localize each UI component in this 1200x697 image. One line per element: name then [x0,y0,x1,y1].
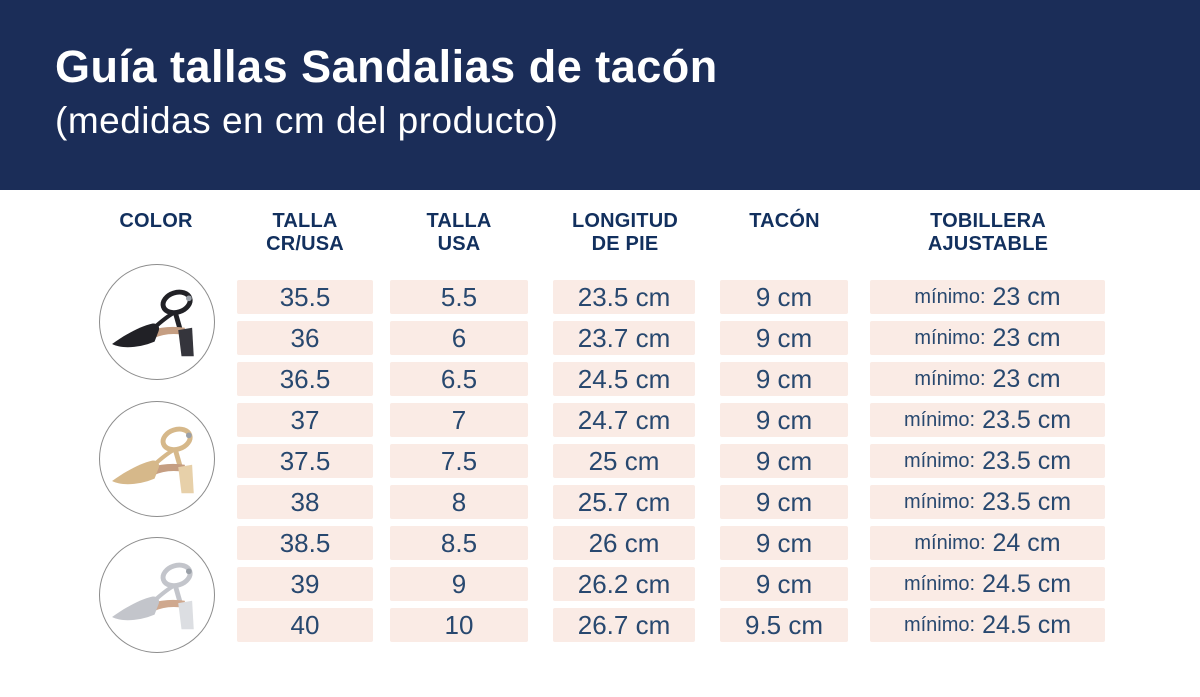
cell-talla-cr-usa: 38.5 [237,526,373,560]
column-header-line: CR/USA [266,233,344,255]
cell-tobillera-ajustable: mínimo: 23.5 cm [870,444,1105,478]
tobillera-prefix: mínimo: [903,573,976,595]
table-row: 36 6 23.7 cm 9 cm mínimo: 23 cm [0,321,1200,355]
cell-tobillera-ajustable: mínimo: 23 cm [870,321,1105,355]
cell-longitud-de-pie: 23.5 cm [553,280,695,314]
cell-talla-usa: 5.5 [390,280,528,314]
table-row: 37 7 24.7 cm 9 cm mínimo: 23.5 cm [0,403,1200,437]
column-header-tobillera-ajustable: TOBILLERA AJUSTABLE [868,210,1108,256]
table-row: 37.5 7.5 25 cm 9 cm mínimo: 23.5 cm [0,444,1200,478]
cell-tacon: 9 cm [720,403,848,437]
cell-tacon: 9 cm [720,526,848,560]
cell-tobillera-ajustable: mínimo: 23 cm [870,280,1105,314]
column-header-talla-cr-usa: TALLA CR/USA [233,210,377,256]
column-header-tacon: TACÓN [712,210,857,233]
cell-talla-cr-usa: 37.5 [237,444,373,478]
cell-talla-usa: 10 [390,608,528,642]
tobillera-value: 24 cm [992,529,1061,557]
cell-talla-usa: 8 [390,485,528,519]
cell-tobillera-ajustable: mínimo: 24 cm [870,526,1105,560]
cell-talla-cr-usa: 36 [237,321,373,355]
tobillera-value: 23.5 cm [982,488,1072,516]
cell-tobillera-ajustable: mínimo: 23.5 cm [870,485,1105,519]
tobillera-value: 24.5 cm [982,611,1072,639]
cell-talla-cr-usa: 37 [237,403,373,437]
cell-longitud-de-pie: 24.5 cm [553,362,695,396]
table-row: 38.5 8.5 26 cm 9 cm mínimo: 24 cm [0,526,1200,560]
column-header-line: AJUSTABLE [927,233,1049,255]
column-header-line: TALLA [426,210,492,232]
column-header-line: TOBILLERA [930,210,1046,232]
tobillera-value: 23 cm [992,324,1061,352]
cell-longitud-de-pie: 24.7 cm [553,403,695,437]
tobillera-value: 24.5 cm [982,570,1072,598]
tobillera-value: 23.5 cm [982,447,1072,475]
cell-talla-usa: 6.5 [390,362,528,396]
tobillera-value: 23 cm [992,365,1061,393]
page-title: Guía tallas Sandalias de tacón [55,41,718,92]
cell-talla-cr-usa: 39 [237,567,373,601]
cell-talla-usa: 6 [390,321,528,355]
shoe-image-silver [99,537,215,653]
cell-tacon: 9 cm [720,321,848,355]
cell-longitud-de-pie: 26.7 cm [553,608,695,642]
column-header-line: USA [437,233,481,255]
cell-tacon: 9 cm [720,280,848,314]
tobillera-value: 23.5 cm [982,406,1072,434]
cell-talla-usa: 9 [390,567,528,601]
tobillera-prefix: mínimo: [903,450,976,472]
column-header-line: TALLA [272,210,338,232]
cell-tacon: 9.5 cm [720,608,848,642]
gold-heeled-sandal-icon [112,426,194,494]
column-header-longitud-de-pie: LONGITUD DE PIE [550,210,700,256]
tobillera-prefix: mínimo: [903,409,976,431]
tobillera-prefix: mínimo: [914,286,986,308]
cell-longitud-de-pie: 25.7 cm [553,485,695,519]
cell-tobillera-ajustable: mínimo: 24.5 cm [870,608,1105,642]
tobillera-prefix: mínimo: [914,532,986,554]
tobillera-prefix: mínimo: [914,327,986,349]
tobillera-prefix: mínimo: [914,368,986,390]
shoe-image-gold [99,401,215,517]
table-row: 35.5 5.5 23.5 cm 9 cm mínimo: 23 cm [0,280,1200,314]
cell-longitud-de-pie: 26 cm [553,526,695,560]
column-header-line: LONGITUD [571,210,679,232]
cell-talla-cr-usa: 38 [237,485,373,519]
shoe-image-black [99,264,215,380]
silver-heeled-sandal-icon [112,562,194,630]
cell-longitud-de-pie: 25 cm [553,444,695,478]
cell-talla-cr-usa: 40 [237,608,373,642]
cell-tacon: 9 cm [720,485,848,519]
tobillera-value: 23 cm [992,283,1061,311]
column-header-line: COLOR [119,210,193,232]
cell-tobillera-ajustable: mínimo: 23.5 cm [870,403,1105,437]
table-row: 40 10 26.7 cm 9.5 cm mínimo: 24.5 cm [0,608,1200,642]
cell-talla-cr-usa: 35.5 [237,280,373,314]
cell-tacon: 9 cm [720,567,848,601]
cell-talla-usa: 8.5 [390,526,528,560]
table-row: 38 8 25.7 cm 9 cm mínimo: 23.5 cm [0,485,1200,519]
cell-talla-usa: 7 [390,403,528,437]
black-heeled-sandal-icon [112,289,194,357]
column-header-line: DE PIE [591,233,659,255]
cell-longitud-de-pie: 26.2 cm [553,567,695,601]
tobillera-prefix: mínimo: [903,614,976,636]
tobillera-prefix: mínimo: [903,491,976,513]
cell-tacon: 9 cm [720,362,848,396]
table-row: 36.5 6.5 24.5 cm 9 cm mínimo: 23 cm [0,362,1200,396]
cell-tacon: 9 cm [720,444,848,478]
cell-talla-usa: 7.5 [390,444,528,478]
column-header-line: TACÓN [749,210,820,232]
cell-tobillera-ajustable: mínimo: 24.5 cm [870,567,1105,601]
page-subtitle: (medidas en cm del producto) [55,100,559,141]
column-header-talla-usa: TALLA USA [389,210,529,256]
column-header-color: COLOR [96,210,216,233]
cell-longitud-de-pie: 23.7 cm [553,321,695,355]
table-row: 39 9 26.2 cm 9 cm mínimo: 24.5 cm [0,567,1200,601]
header-band: Guía tallas Sandalias de tacón (medidas … [0,0,1200,190]
cell-talla-cr-usa: 36.5 [237,362,373,396]
cell-tobillera-ajustable: mínimo: 23 cm [870,362,1105,396]
